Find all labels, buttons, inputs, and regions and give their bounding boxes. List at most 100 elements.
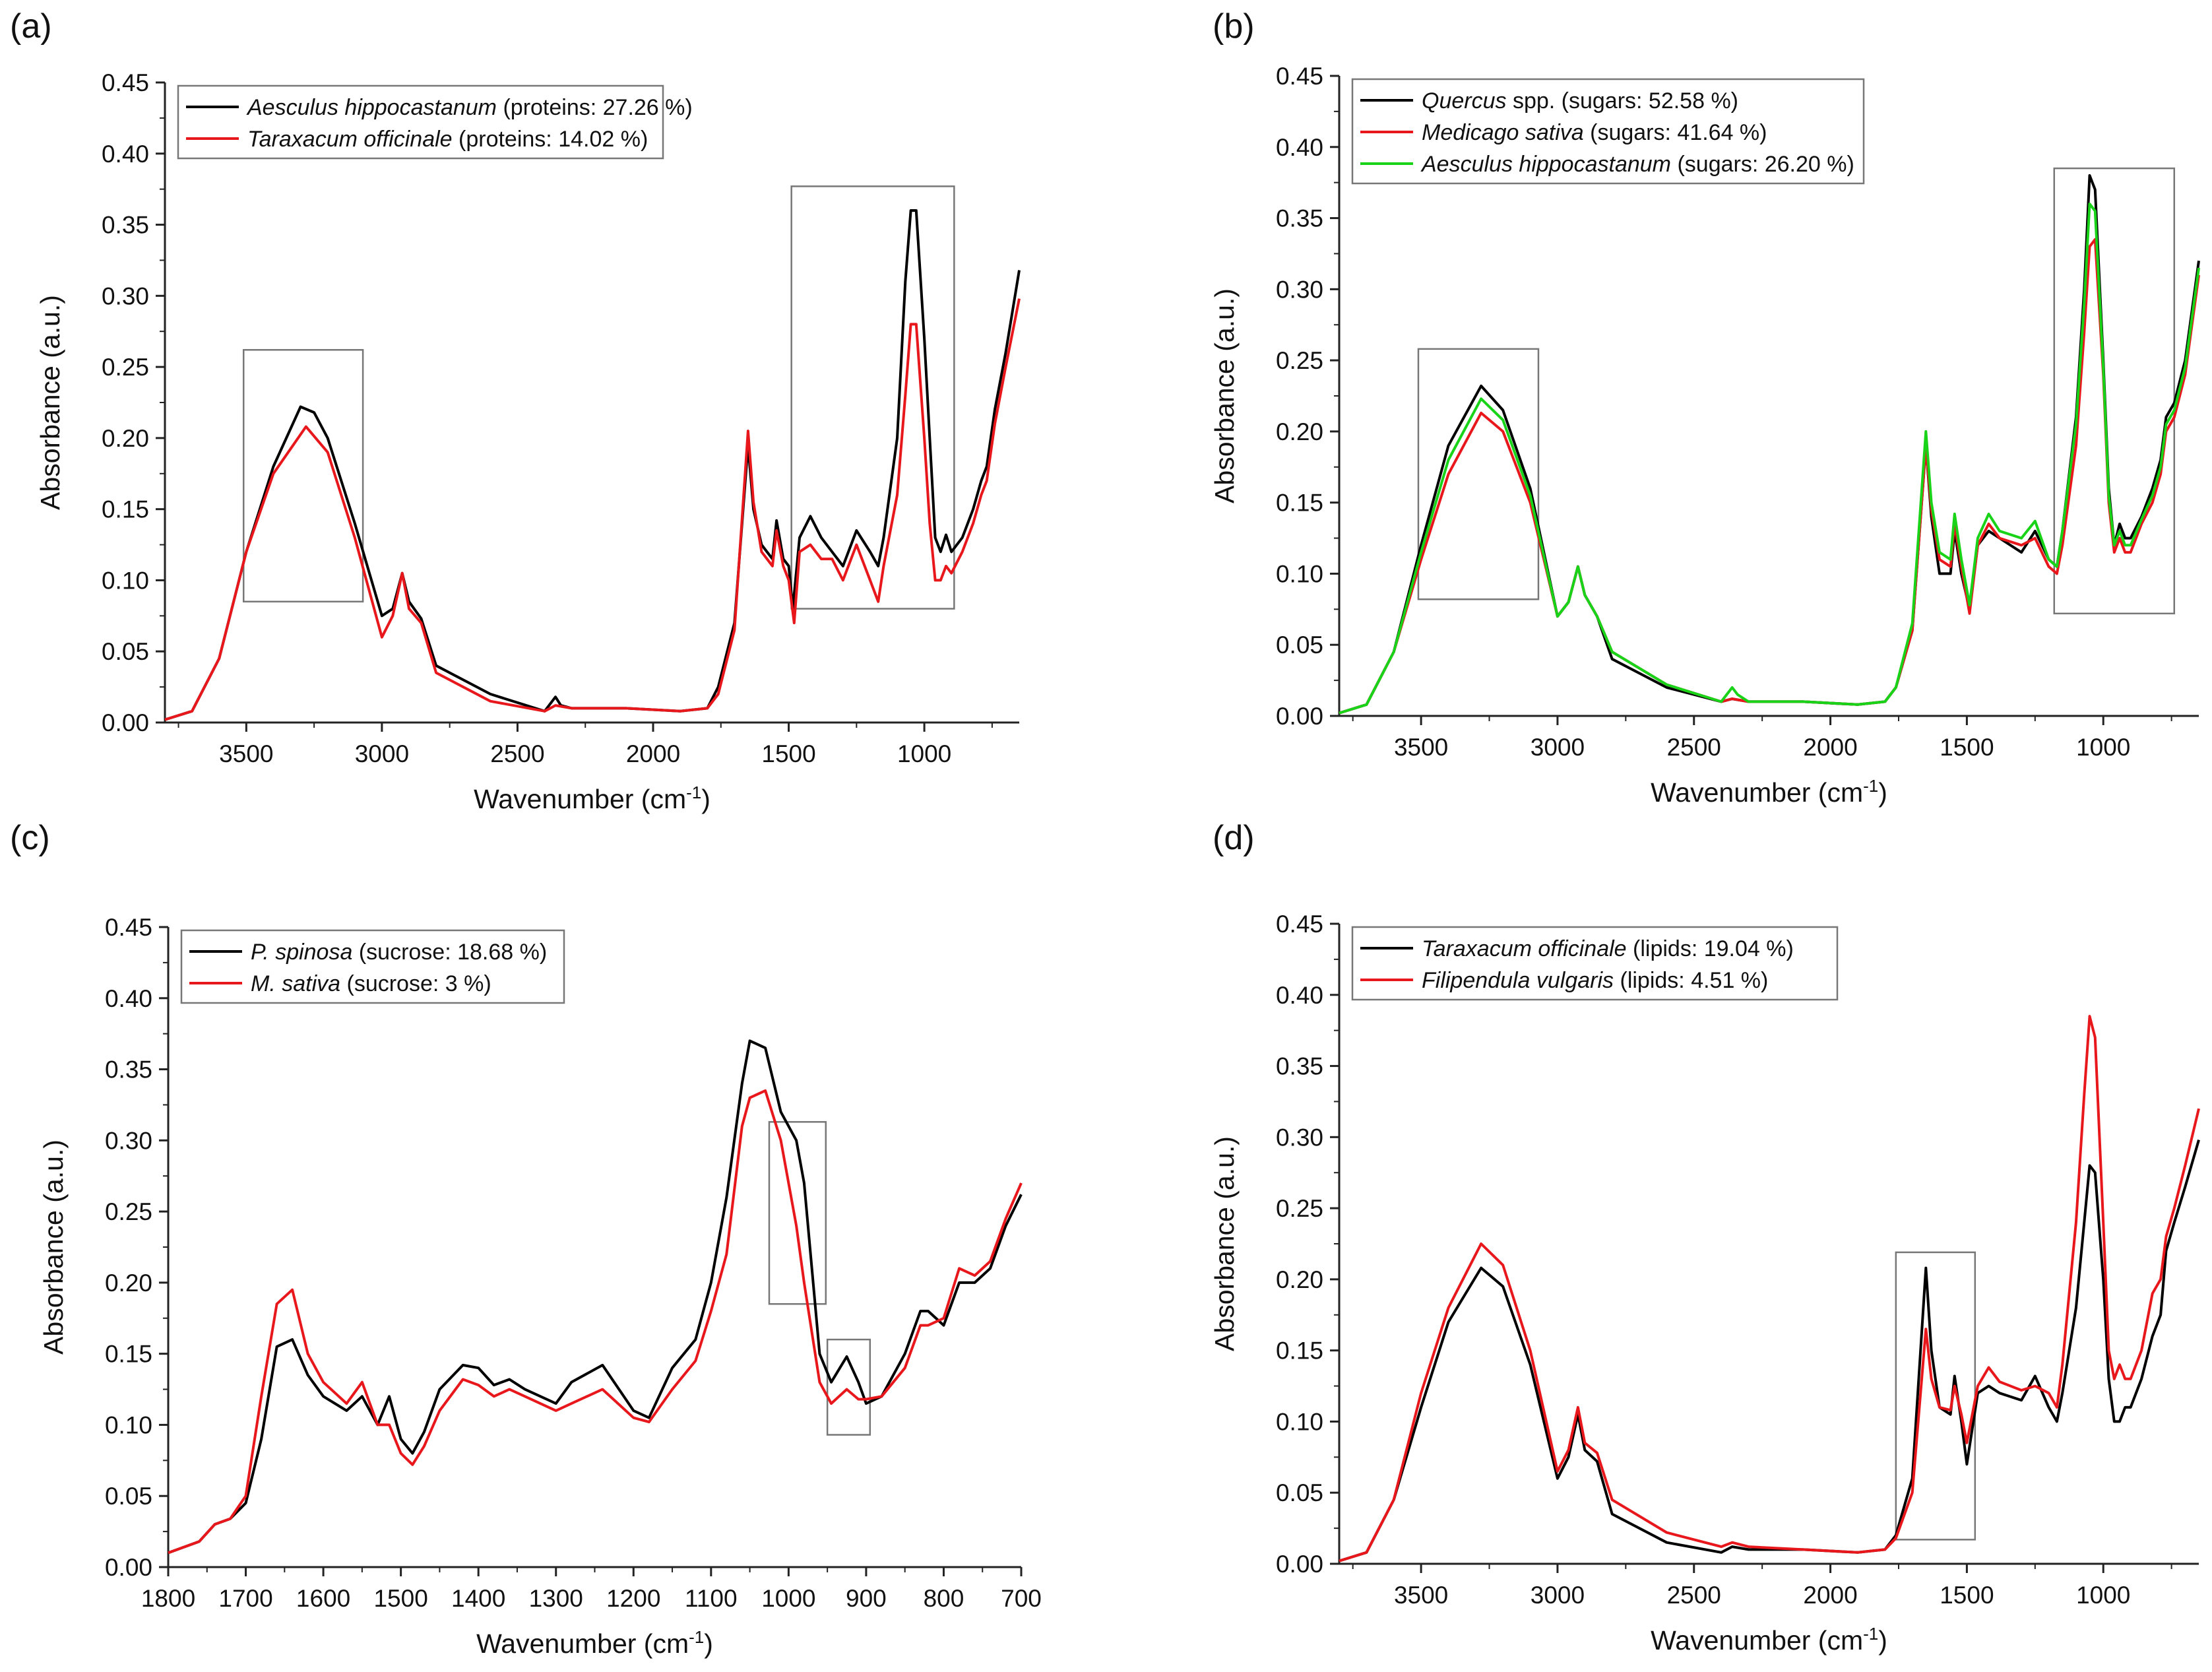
legend-entry: Aesculus hippocastanum (sugars: 26.20 %) (1420, 152, 1854, 177)
x-tick-label: 2000 (626, 740, 680, 767)
y-tick-label: 0.10 (102, 567, 149, 594)
x-tick-label: 1200 (606, 1585, 660, 1612)
series-line (168, 1089, 1023, 1555)
x-tick-label: 2000 (1803, 734, 1857, 761)
y-axis-label: Absorbance (a.u.) (38, 1140, 69, 1355)
annotation-box (242, 348, 364, 603)
x-tick-label: 3000 (1531, 1582, 1585, 1609)
y-axis-label: Absorbance (a.u.) (1209, 288, 1240, 503)
y-tick-label: 0.40 (1276, 134, 1323, 161)
x-axis-label: Wavenumber (cm-1) (474, 783, 711, 814)
legend-box (1351, 78, 1865, 185)
annotation-box (790, 185, 955, 610)
annotation-box (768, 1121, 827, 1305)
y-tick-label: 0.30 (1276, 1124, 1323, 1151)
y-tick-label: 0.00 (1276, 1551, 1323, 1578)
x-tick-label: 1500 (761, 740, 815, 767)
x-tick-label: 2500 (490, 740, 544, 767)
legend-box (177, 84, 664, 160)
y-tick-label: 0.20 (102, 425, 149, 452)
y-tick-label: 0.00 (105, 1554, 152, 1581)
x-tick-label: 1700 (218, 1585, 272, 1612)
x-tick-label: 1000 (2076, 1582, 2130, 1609)
series-line (1339, 1015, 2200, 1562)
legend-entry: Aesculus hippocastanum (proteins: 27.26 … (246, 95, 693, 120)
y-tick-label: 0.15 (1276, 1337, 1323, 1365)
legend-entry: Filipendula vulgaris (lipids: 4.51 %) (1422, 968, 1768, 993)
y-tick-label: 0.25 (102, 354, 149, 381)
x-tick-label: 1500 (373, 1585, 427, 1612)
x-tick-label: 2500 (1667, 734, 1721, 761)
x-tick-label: 1000 (2076, 734, 2130, 761)
x-tick-label: 1500 (1940, 734, 1994, 761)
y-axis-label: Absorbance (a.u.) (35, 295, 65, 510)
y-tick-label: 0.45 (1276, 911, 1323, 938)
legend-entry: P. spinosa (sucrose: 18.68 %) (251, 940, 547, 965)
y-tick-label: 0.35 (1276, 205, 1323, 232)
y-tick-label: 0.20 (1276, 418, 1323, 445)
x-tick-label: 2500 (1667, 1582, 1721, 1609)
legend-entry: Taraxacum officinale (lipids: 19.04 %) (1422, 936, 1794, 961)
series-line (168, 1039, 1023, 1555)
x-tick-label: 1000 (761, 1585, 815, 1612)
annotation-box (2053, 167, 2176, 615)
x-axis-label: Wavenumber (cm-1) (476, 1627, 713, 1659)
x-tick-label: 2000 (1803, 1582, 1857, 1609)
y-tick-label: 0.15 (1276, 490, 1323, 517)
y-tick-label: 0.45 (102, 69, 149, 96)
x-tick-label: 3000 (355, 740, 409, 767)
y-tick-label: 0.30 (102, 282, 149, 309)
x-tick-label: 3500 (1394, 734, 1448, 761)
x-tick-label: 1300 (529, 1585, 583, 1612)
x-tick-label: 800 (924, 1585, 964, 1612)
y-tick-label: 0.45 (1276, 63, 1323, 90)
y-tick-label: 0.25 (1276, 1195, 1323, 1222)
y-tick-label: 0.40 (105, 985, 152, 1012)
y-tick-label: 0.10 (1276, 1408, 1323, 1435)
x-tick-label: 1100 (685, 1585, 738, 1612)
x-tick-label: 3500 (1394, 1582, 1448, 1609)
annotation-box (826, 1338, 871, 1436)
series-line (164, 209, 1021, 721)
panel-label: (c) (10, 819, 50, 857)
y-tick-label: 0.40 (1276, 982, 1323, 1009)
series-line (1339, 203, 2200, 715)
legend-entry: Taraxacum officinale (proteins: 14.02 %) (247, 127, 648, 152)
x-tick-label: 1800 (141, 1585, 195, 1612)
y-tick-label: 0.10 (1276, 560, 1323, 587)
y-tick-label: 0.15 (105, 1341, 152, 1368)
x-tick-label: 900 (846, 1585, 887, 1612)
y-tick-label: 0.10 (105, 1411, 152, 1438)
legend-entry: Quercus spp. (sugars: 52.58 %) (1422, 88, 1738, 113)
y-tick-label: 0.40 (102, 141, 149, 168)
series-line (164, 298, 1021, 721)
y-tick-label: 0.30 (105, 1127, 152, 1154)
y-tick-label: 0.20 (105, 1270, 152, 1297)
y-tick-label: 0.00 (102, 709, 149, 736)
x-tick-label: 1500 (1940, 1582, 1994, 1609)
y-tick-label: 0.00 (1276, 703, 1323, 730)
x-tick-label: 1400 (451, 1585, 505, 1612)
y-tick-label: 0.05 (102, 638, 149, 665)
x-tick-label: 1600 (296, 1585, 350, 1612)
series-line (1339, 1140, 2200, 1562)
y-tick-label: 0.05 (1276, 631, 1323, 659)
legend-box (1351, 926, 1839, 1001)
x-axis-label: Wavenumber (cm-1) (1651, 776, 1887, 808)
y-tick-label: 0.35 (105, 1056, 152, 1083)
x-axis-label: Wavenumber (cm-1) (1651, 1624, 1887, 1656)
legend-box (180, 929, 565, 1004)
x-tick-label: 3000 (1531, 734, 1585, 761)
legend-entry: Medicago sativa (sugars: 41.64 %) (1422, 120, 1767, 145)
y-tick-label: 0.05 (105, 1483, 152, 1510)
annotation-box (1417, 348, 1540, 600)
y-tick-label: 0.05 (1276, 1479, 1323, 1506)
y-tick-label: 0.30 (1276, 276, 1323, 303)
y-tick-label: 0.45 (105, 914, 152, 941)
y-tick-label: 0.25 (105, 1198, 152, 1225)
x-tick-label: 700 (1001, 1585, 1042, 1612)
